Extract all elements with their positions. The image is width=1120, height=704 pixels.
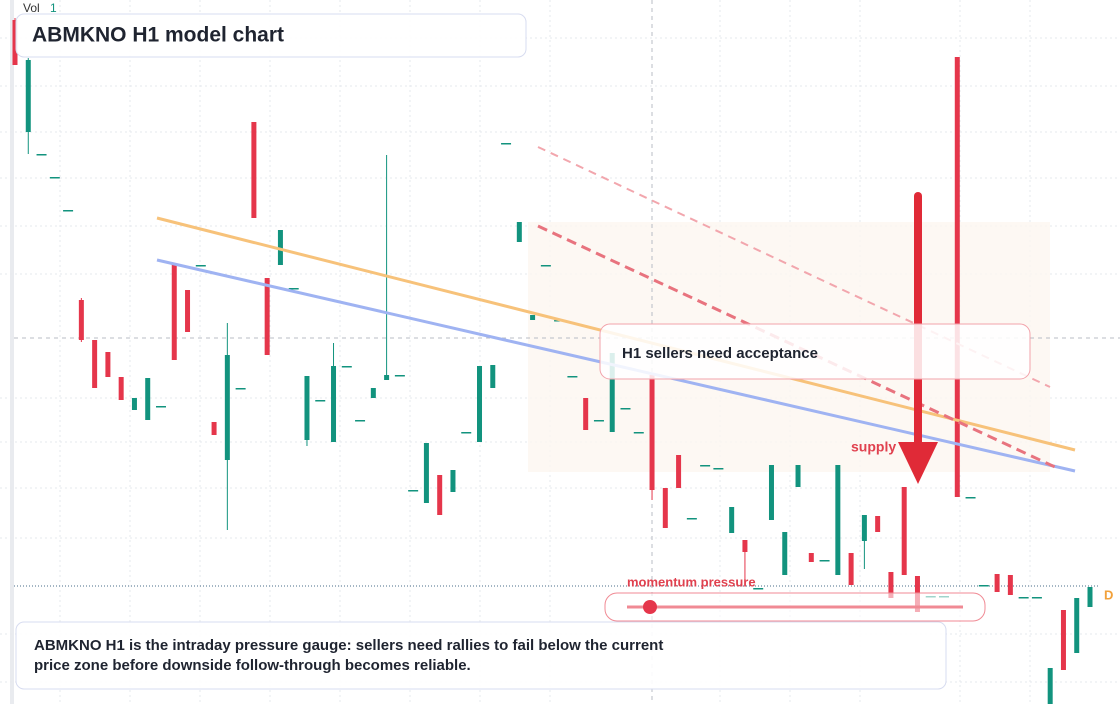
candle-body <box>593 420 604 422</box>
candle-body <box>224 355 230 460</box>
volume-label: Vol <box>23 1 40 15</box>
candle-body <box>277 230 283 265</box>
candle-body <box>195 265 206 267</box>
candle-body <box>848 553 854 585</box>
candle-body <box>251 122 257 218</box>
candle-body <box>12 20 18 65</box>
zone-label: supply <box>851 439 896 455</box>
candle-body <box>753 588 764 590</box>
candle-body <box>795 465 801 487</box>
candle-body <box>954 57 960 497</box>
candle-body <box>171 265 177 360</box>
candle-body <box>118 377 124 400</box>
candle-body <box>662 488 668 528</box>
candle-body <box>49 177 60 179</box>
candles <box>12 18 1093 704</box>
candle-body <box>105 352 111 377</box>
description-wrap: ABMKNO H1 is the intraday pressure gauge… <box>34 637 664 674</box>
candle-body <box>145 378 151 420</box>
candle-body <box>384 375 390 380</box>
candle-body <box>609 353 615 432</box>
candle-body <box>713 468 724 470</box>
candle-body <box>819 560 830 562</box>
candle-body <box>978 585 989 587</box>
candle-body <box>1018 597 1029 599</box>
candle-body <box>423 443 429 503</box>
candle-body <box>25 60 31 132</box>
candle-body <box>155 406 166 408</box>
gauge-label: momentum pressure <box>627 574 756 589</box>
candle-body <box>686 518 697 520</box>
candle-body <box>78 300 84 340</box>
candle-body <box>676 455 682 488</box>
candle-body <box>131 398 137 410</box>
candle-body <box>768 465 774 520</box>
candle-body <box>729 507 735 533</box>
candle-body <box>700 465 711 467</box>
candle-body <box>408 490 419 492</box>
candle-body <box>583 398 589 430</box>
candle-body <box>315 400 326 402</box>
badge: D <box>1104 587 1113 602</box>
candle-body <box>304 376 310 440</box>
candle-body <box>567 376 578 378</box>
candle-body <box>742 540 748 552</box>
candle-body <box>861 515 867 541</box>
candle-body <box>450 470 456 492</box>
candle-body <box>965 497 976 499</box>
candle-body <box>477 366 483 442</box>
badge-bg <box>1100 585 1120 607</box>
candle-body <box>185 290 191 332</box>
candle-body <box>264 278 270 355</box>
candle-body <box>36 154 47 156</box>
candle-body <box>370 388 376 398</box>
candle-body <box>808 553 814 562</box>
candle-body <box>516 222 522 242</box>
title-box <box>15 13 527 58</box>
candle-body <box>649 375 655 490</box>
candle-body <box>888 572 894 598</box>
candle-body <box>1047 668 1053 704</box>
candle-body <box>1087 587 1093 607</box>
candle-body <box>875 516 881 532</box>
candle-body <box>620 408 631 410</box>
candle-body <box>211 422 217 435</box>
callout-box <box>599 323 1031 380</box>
candle-body <box>835 465 841 575</box>
candle-body <box>461 432 472 434</box>
candle-body <box>288 288 299 290</box>
candle-body <box>63 210 74 212</box>
candle-body <box>530 315 536 320</box>
chart-title: ABMKNO H1 model chart <box>32 24 284 47</box>
candle-body <box>490 365 496 388</box>
candle-body <box>782 532 788 575</box>
candle-body <box>92 340 98 388</box>
arrow-head <box>898 442 938 484</box>
candle-body <box>1031 597 1042 599</box>
candle-body <box>633 432 644 434</box>
description: ABMKNO H1 is the intraday pressure gauge… <box>34 637 664 674</box>
candle-body <box>540 265 551 267</box>
callout-text: H1 sellers need acceptance <box>622 345 818 362</box>
candle-body <box>1074 598 1080 653</box>
candle-body <box>437 475 443 515</box>
candle-body <box>394 375 405 377</box>
candle-body <box>994 574 1000 592</box>
candle-body <box>331 366 337 442</box>
volume-value: 1 <box>50 1 57 15</box>
candle-body <box>901 487 907 575</box>
description-box <box>15 621 947 690</box>
candle-body <box>1060 610 1066 670</box>
candle-body <box>1007 575 1013 595</box>
candle-body <box>355 420 366 422</box>
left-edge <box>10 0 14 704</box>
candle-body <box>341 366 352 368</box>
gauge-knob <box>643 600 657 614</box>
candle-body <box>235 388 246 390</box>
candle-body <box>501 143 512 145</box>
channel-line <box>537 146 1051 388</box>
